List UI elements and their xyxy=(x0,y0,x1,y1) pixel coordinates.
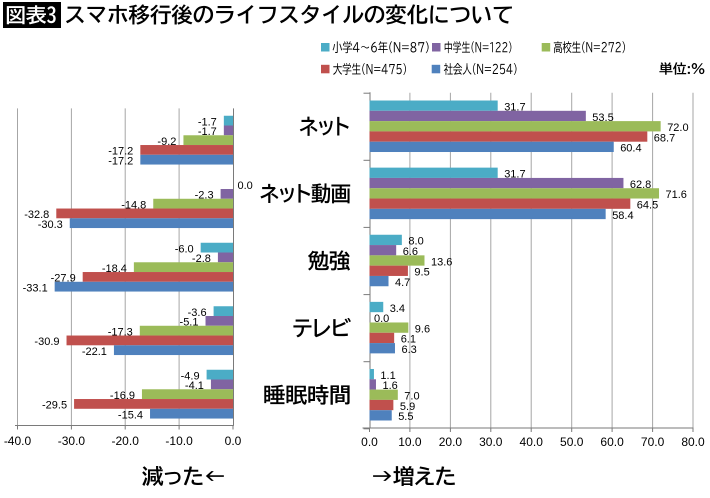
svg-text:5.9: 5.9 xyxy=(400,401,415,413)
svg-text:-40.0: -40.0 xyxy=(4,434,32,448)
svg-text:9.5: 9.5 xyxy=(414,267,429,279)
svg-text:0.0: 0.0 xyxy=(238,180,253,192)
svg-text:-2.3: -2.3 xyxy=(195,190,214,202)
svg-text:-29.5: -29.5 xyxy=(42,400,67,412)
svg-text:53.5: 53.5 xyxy=(592,112,613,124)
svg-text:60.0: 60.0 xyxy=(600,435,624,449)
svg-text:0.0: 0.0 xyxy=(225,434,242,448)
svg-text:-18.4: -18.4 xyxy=(102,263,127,275)
svg-text:4.7: 4.7 xyxy=(395,277,410,289)
svg-text:1.1: 1.1 xyxy=(380,370,395,382)
svg-text:-17.3: -17.3 xyxy=(108,326,133,338)
svg-text:-27.9: -27.9 xyxy=(51,273,76,285)
svg-text:-3.6: -3.6 xyxy=(188,307,207,319)
svg-text:30.0: 30.0 xyxy=(479,435,503,449)
svg-text:71.6: 71.6 xyxy=(666,189,687,201)
svg-text:-9.2: -9.2 xyxy=(157,136,176,148)
svg-text:58.4: 58.4 xyxy=(612,210,633,222)
svg-text:-4.1: -4.1 xyxy=(185,380,204,392)
svg-text:7.0: 7.0 xyxy=(404,391,419,403)
svg-text:-10.0: -10.0 xyxy=(165,434,193,448)
svg-text:-17.2: -17.2 xyxy=(108,156,133,168)
svg-text:20.0: 20.0 xyxy=(439,435,463,449)
svg-text:-16.9: -16.9 xyxy=(110,390,135,402)
svg-text:40.0: 40.0 xyxy=(520,435,544,449)
svg-text:-30.0: -30.0 xyxy=(58,434,86,448)
svg-text:-5.1: -5.1 xyxy=(180,317,199,329)
svg-text:1.6: 1.6 xyxy=(383,380,398,392)
svg-text:9.6: 9.6 xyxy=(415,323,430,335)
svg-text:0.0: 0.0 xyxy=(374,313,389,325)
svg-text:80.0: 80.0 xyxy=(681,435,705,449)
svg-text:-20.0: -20.0 xyxy=(112,434,140,448)
svg-text:-30.9: -30.9 xyxy=(34,336,59,348)
svg-text:0.0: 0.0 xyxy=(361,435,378,449)
svg-text:-15.4: -15.4 xyxy=(118,410,143,422)
svg-text:-2.8: -2.8 xyxy=(192,253,211,265)
svg-text:50.0: 50.0 xyxy=(560,435,584,449)
svg-text:62.8: 62.8 xyxy=(630,179,651,191)
svg-text:-1.7: -1.7 xyxy=(198,126,217,138)
svg-text:-22.1: -22.1 xyxy=(82,346,107,358)
svg-text:-14.8: -14.8 xyxy=(121,200,146,212)
svg-text:-4.9: -4.9 xyxy=(181,370,200,382)
svg-text:31.7: 31.7 xyxy=(504,169,525,181)
svg-text:6.3: 6.3 xyxy=(402,344,417,356)
svg-text:-32.8: -32.8 xyxy=(24,209,49,221)
svg-text:-1.7: -1.7 xyxy=(198,116,217,128)
svg-text:6.1: 6.1 xyxy=(401,334,416,346)
svg-text:-6.0: -6.0 xyxy=(175,243,194,255)
svg-text:3.4: 3.4 xyxy=(390,303,405,315)
svg-text:6.6: 6.6 xyxy=(403,246,418,258)
svg-text:10.0: 10.0 xyxy=(398,435,422,449)
svg-text:-17.2: -17.2 xyxy=(108,146,133,158)
svg-text:68.7: 68.7 xyxy=(654,132,675,144)
svg-text:-33.1: -33.1 xyxy=(23,283,48,295)
svg-text:5.5: 5.5 xyxy=(398,411,413,423)
svg-text:64.5: 64.5 xyxy=(637,200,658,212)
svg-text:-30.3: -30.3 xyxy=(38,219,63,231)
svg-text:13.6: 13.6 xyxy=(431,256,452,268)
svg-text:8.0: 8.0 xyxy=(408,236,423,248)
svg-text:60.4: 60.4 xyxy=(620,143,641,155)
svg-text:31.7: 31.7 xyxy=(504,102,525,114)
svg-text:72.0: 72.0 xyxy=(667,122,688,134)
svg-text:70.0: 70.0 xyxy=(641,435,665,449)
